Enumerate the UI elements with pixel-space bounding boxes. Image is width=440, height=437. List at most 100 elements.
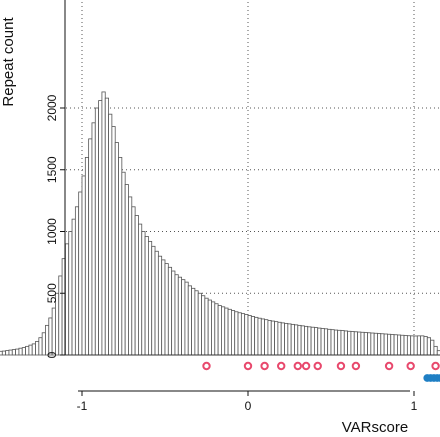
histogram-bar: [201, 295, 206, 356]
histogram-bar: [221, 306, 226, 356]
histogram-bar: [330, 329, 335, 356]
marker-open: [406, 361, 415, 371]
histogram-bar: [164, 263, 169, 356]
marker-open: [431, 361, 440, 371]
histogram-bar: [433, 345, 438, 356]
histogram-bar: [284, 322, 289, 356]
marker-open: [243, 361, 253, 371]
histogram-bar: [280, 322, 285, 356]
histogram-bar: [174, 274, 179, 356]
histogram-bar: [310, 326, 315, 356]
histogram-bar: [230, 310, 236, 356]
histogram-bar: [211, 301, 216, 356]
histogram-bar: [104, 97, 109, 356]
histogram-bar: [15, 348, 20, 356]
marker-open: [384, 361, 394, 371]
histogram-bar: [383, 333, 388, 356]
histogram-bar: [423, 336, 428, 356]
histogram-bar: [333, 329, 339, 356]
histogram-bar: [340, 330, 345, 356]
histogram-bar: [224, 307, 229, 356]
histogram-bar: [8, 349, 13, 356]
histogram-bar: [267, 320, 272, 356]
y-axis-ticks: 0 500 1000 1500 2000: [45, 94, 65, 358]
histogram-bar: [204, 297, 209, 356]
histogram-bar: [347, 330, 352, 356]
histogram-bar: [373, 332, 378, 356]
histogram-bar: [98, 100, 103, 356]
histogram-bar: [416, 335, 422, 356]
histogram-bar: [250, 316, 256, 356]
histogram-bars: [0, 91, 440, 356]
histogram-bar: [177, 276, 182, 356]
histogram-bar: [111, 126, 116, 356]
x-tick-label: -1: [77, 399, 88, 413]
histogram-bar: [337, 329, 342, 356]
histogram-bar: [167, 266, 173, 356]
marker-rows: [202, 361, 440, 382]
histogram-bar: [81, 175, 86, 356]
marker-open: [293, 361, 302, 371]
histogram-bar: [58, 275, 63, 356]
histogram-bar: [38, 337, 43, 356]
histogram-bar: [227, 308, 232, 356]
histogram-bar: [254, 316, 259, 356]
histogram-bar: [171, 270, 176, 356]
histogram-bar: [11, 349, 16, 356]
histogram-bar: [91, 122, 96, 356]
histogram-bar: [327, 328, 332, 356]
histogram-bar: [35, 341, 40, 356]
histogram-bar: [25, 345, 30, 356]
histogram-bar: [21, 347, 26, 356]
histogram-bar: [217, 305, 222, 356]
histogram-bar: [147, 240, 153, 356]
histogram-bar: [353, 331, 358, 356]
x-tick-label: 1: [411, 399, 418, 413]
histogram-bar: [157, 255, 163, 356]
histogram-bar: [48, 317, 53, 356]
histogram-bar: [191, 287, 196, 356]
histogram-bar: [304, 325, 309, 356]
histogram-bar: [300, 325, 305, 356]
histogram-bar: [131, 206, 136, 356]
histogram-bar: [121, 171, 126, 356]
histogram-bar: [396, 334, 402, 356]
histogram-bar: [237, 312, 242, 356]
histogram-bar: [363, 332, 368, 356]
histogram-bar: [323, 328, 329, 356]
marker-open: [313, 361, 322, 371]
histogram-bar: [1, 350, 7, 356]
y-tick-label: 2000: [45, 94, 59, 121]
histogram-bar: [260, 318, 265, 356]
histogram-bar: [247, 315, 252, 356]
histogram-bar: [18, 347, 23, 356]
histogram-bar: [297, 324, 302, 356]
histogram-bar: [410, 335, 415, 356]
histogram-bar: [426, 337, 431, 356]
histogram-bar: [65, 243, 70, 356]
marker-open: [260, 361, 269, 371]
histogram-bar: [406, 335, 412, 356]
x-axis-label: VARscore: [342, 419, 408, 436]
histogram-bar: [307, 326, 312, 356]
marker-filled: [436, 374, 440, 382]
histogram-bar: [387, 333, 392, 356]
marker-open: [202, 361, 211, 371]
histogram-bar: [108, 113, 113, 356]
x-tick-label: 0: [245, 399, 252, 413]
histogram-bar: [68, 231, 73, 356]
y-tick-label: 500: [45, 283, 59, 303]
histogram-bar: [5, 350, 10, 356]
histogram-bar: [134, 215, 139, 356]
histogram-bar: [181, 279, 186, 356]
marker-open: [351, 361, 361, 371]
marker-open: [336, 361, 346, 371]
histogram-bar: [31, 343, 36, 356]
x-axis-ticks: -2-1012: [77, 391, 418, 413]
histogram-bar: [74, 206, 80, 356]
histogram-bar: [187, 285, 192, 356]
histogram-bar: [84, 156, 90, 356]
histogram-bar: [240, 313, 246, 356]
histogram-bar: [94, 107, 99, 356]
